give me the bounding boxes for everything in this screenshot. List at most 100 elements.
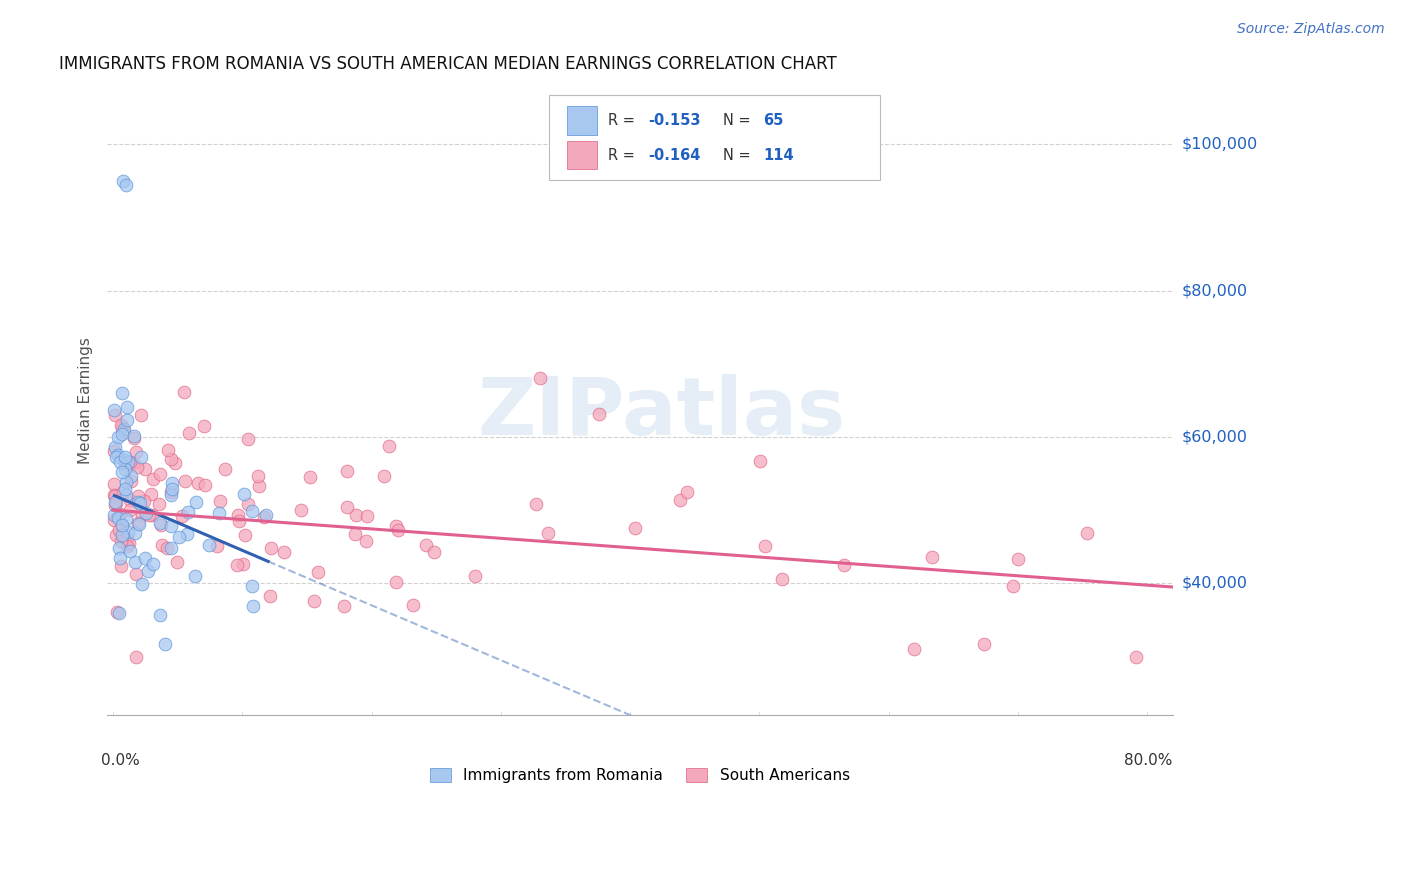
- Point: [307, 565, 329, 579]
- Point: [118, 503, 141, 517]
- Point: [921, 549, 943, 564]
- Point: [177, 505, 200, 519]
- Point: [111, 419, 134, 434]
- Point: [153, 637, 176, 651]
- Point: [290, 502, 312, 516]
- Point: [112, 174, 135, 188]
- Point: [529, 371, 551, 385]
- Point: [226, 508, 249, 523]
- Point: [302, 593, 325, 607]
- Text: 65: 65: [763, 113, 783, 128]
- Point: [537, 526, 560, 541]
- Point: [235, 528, 257, 542]
- Point: [103, 495, 125, 509]
- Point: [160, 541, 183, 555]
- Point: [344, 508, 367, 523]
- Point: [138, 564, 160, 578]
- Point: [111, 519, 134, 533]
- Point: [114, 457, 136, 471]
- Point: [134, 551, 156, 566]
- Point: [333, 599, 356, 613]
- Point: [114, 462, 136, 476]
- Point: [108, 523, 131, 537]
- Point: [115, 401, 138, 415]
- Point: [253, 510, 276, 524]
- Point: [115, 475, 138, 490]
- FancyBboxPatch shape: [567, 141, 598, 169]
- Text: R =: R =: [607, 147, 640, 162]
- Point: [104, 441, 127, 455]
- Point: [103, 403, 125, 417]
- Point: [110, 518, 132, 533]
- Point: [754, 539, 776, 553]
- Point: [343, 527, 366, 541]
- Point: [104, 450, 127, 464]
- Point: [356, 509, 378, 524]
- Point: [149, 467, 172, 482]
- Point: [112, 484, 135, 499]
- Point: [402, 599, 425, 613]
- Point: [118, 455, 141, 469]
- Point: [121, 456, 143, 470]
- Point: [142, 557, 165, 571]
- Point: [387, 524, 409, 538]
- Point: [242, 599, 264, 613]
- Point: [198, 538, 221, 552]
- Point: [194, 477, 217, 491]
- Point: [118, 543, 141, 558]
- Point: [105, 496, 128, 510]
- Point: [122, 429, 145, 443]
- Point: [169, 530, 191, 544]
- Point: [259, 541, 281, 555]
- Point: [373, 468, 395, 483]
- Point: [159, 484, 181, 499]
- Point: [160, 482, 183, 496]
- Text: 0.0%: 0.0%: [101, 753, 141, 768]
- Point: [385, 574, 408, 589]
- Point: [131, 508, 153, 522]
- Point: [159, 452, 181, 467]
- Point: [148, 516, 170, 531]
- Point: [1002, 579, 1025, 593]
- Point: [138, 508, 160, 522]
- Point: [125, 459, 148, 474]
- Point: [110, 418, 132, 433]
- Point: [193, 419, 215, 434]
- Point: [120, 469, 142, 483]
- Point: [131, 576, 153, 591]
- Point: [104, 409, 127, 423]
- Y-axis label: Median Earnings: Median Earnings: [79, 337, 93, 464]
- Point: [183, 569, 205, 583]
- Point: [125, 566, 148, 581]
- Point: [415, 538, 437, 552]
- FancyBboxPatch shape: [567, 106, 598, 135]
- Point: [117, 525, 139, 540]
- Point: [110, 559, 132, 574]
- Point: [135, 506, 157, 520]
- Point: [150, 539, 173, 553]
- Point: [103, 512, 125, 526]
- Point: [186, 495, 208, 509]
- Point: [111, 427, 134, 442]
- Point: [526, 497, 548, 511]
- Point: [160, 488, 183, 502]
- Text: R =: R =: [607, 113, 640, 128]
- Point: [232, 487, 254, 501]
- Text: 80.0%: 80.0%: [1125, 753, 1173, 768]
- Point: [903, 642, 925, 657]
- Point: [129, 496, 152, 510]
- Point: [142, 472, 165, 486]
- Point: [139, 487, 162, 501]
- Point: [336, 500, 359, 515]
- Point: [117, 412, 139, 426]
- Point: [208, 494, 231, 508]
- Point: [238, 432, 260, 446]
- Point: [115, 539, 138, 553]
- Point: [160, 476, 183, 491]
- Text: $80,000: $80,000: [1181, 283, 1247, 298]
- Point: [103, 508, 125, 522]
- Point: [104, 498, 127, 512]
- Point: [1076, 525, 1098, 540]
- Point: [108, 541, 131, 555]
- Point: [356, 533, 378, 548]
